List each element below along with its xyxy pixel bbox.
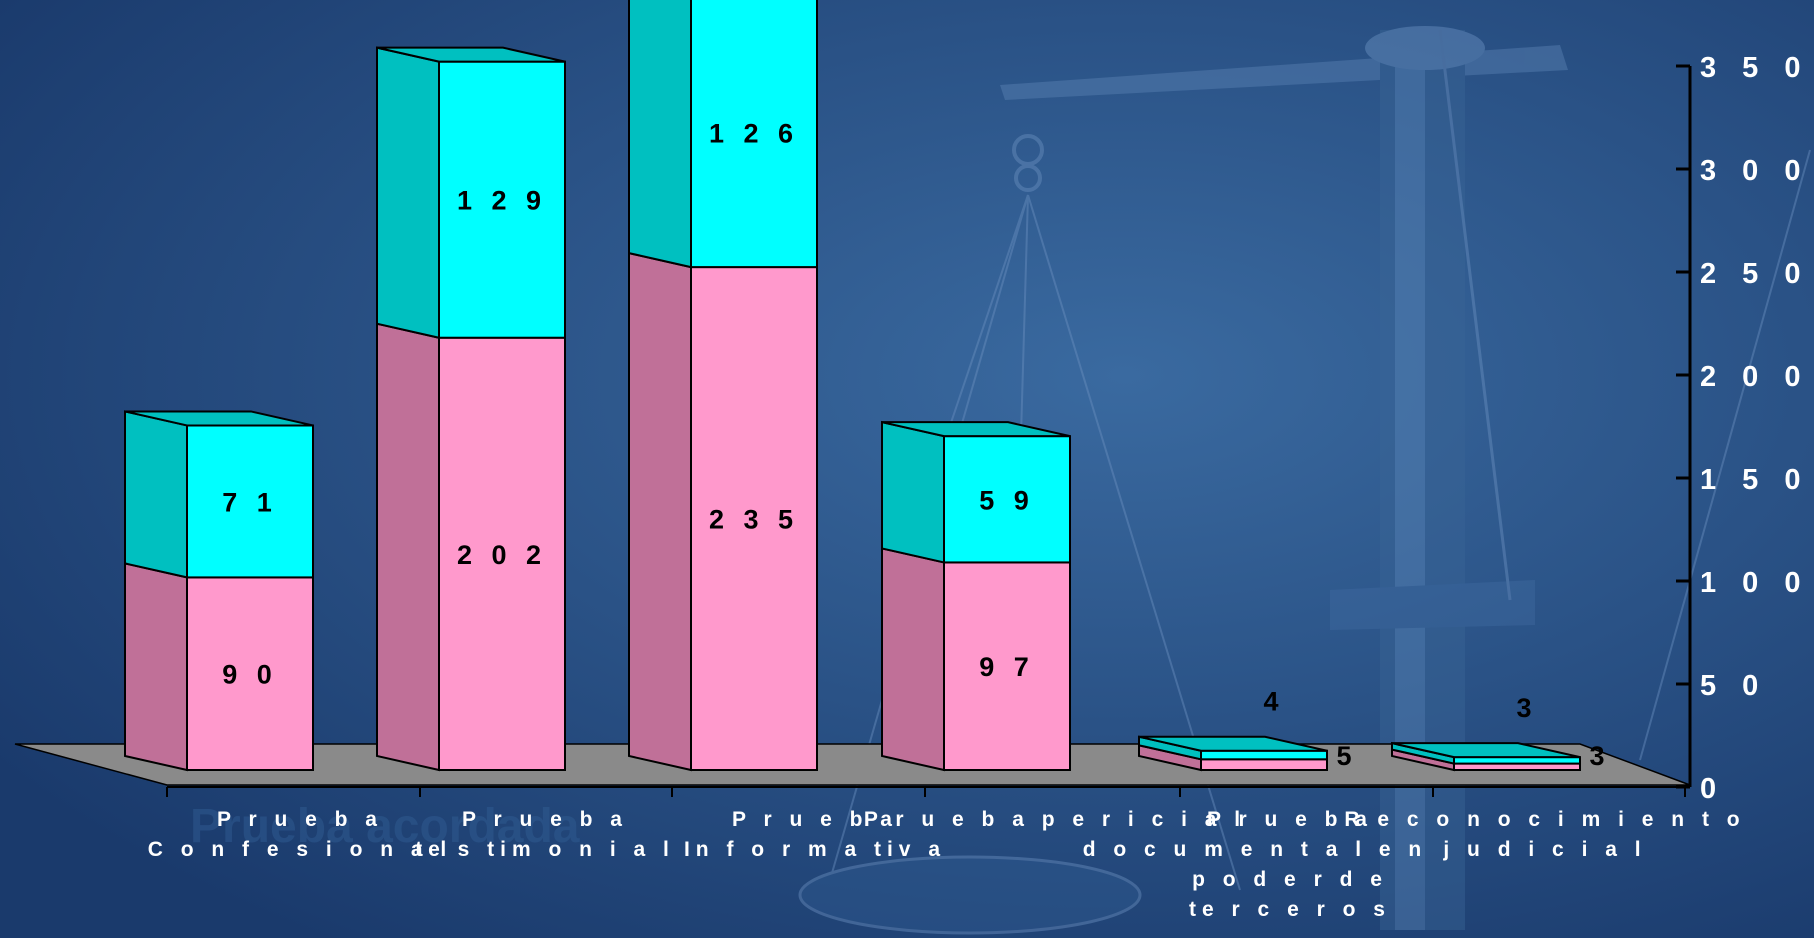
bar-stack [628, 0, 818, 772]
bars [124, 0, 1581, 772]
value-label: 5 [1336, 741, 1357, 771]
background-watermark-text: Prueba acordada [190, 800, 580, 853]
bar-side-face [628, 0, 692, 269]
bar-stack [1391, 741, 1581, 772]
bar-segment [690, 0, 818, 269]
bar-top-face [1391, 742, 1581, 759]
y-tick-label: 5 0 [1700, 670, 1767, 702]
y-tick-label: 0 [1700, 773, 1725, 805]
bar-side-face [881, 547, 945, 772]
bar-top-face [881, 421, 1071, 438]
bar-segment [186, 424, 314, 579]
x-axis-ticks [166, 787, 1686, 797]
bar-top-face [124, 410, 314, 427]
value-label: 5 9 [979, 485, 1035, 515]
y-tick-label: 1 5 0 [1700, 464, 1810, 496]
value-label: 1 2 6 [709, 118, 799, 148]
value-label: 1 2 9 [457, 186, 547, 216]
bar-top-face [376, 46, 566, 63]
value-labels: 9 0 7 1 2 0 2 1 2 9 2 3 5 1 2 6 9 7 5 9 5 4 3 3 [222, 118, 1610, 771]
bar-side-face [628, 251, 692, 772]
bar-stack [124, 410, 314, 772]
bar-side-face [124, 562, 188, 772]
bar-stack [881, 420, 1071, 772]
value-label: 9 0 [222, 660, 278, 690]
bar-segment [943, 435, 1071, 564]
bar-segment [438, 336, 566, 771]
bar-top-face [1138, 735, 1328, 752]
y-tick-label: 2 5 0 [1700, 258, 1810, 290]
bar-stack [1138, 735, 1328, 772]
bar-segment [1200, 758, 1328, 771]
category-label: P r u e b a te s tim o n i a l [415, 808, 675, 861]
bar-side-face [376, 322, 440, 772]
bar-segment [438, 60, 566, 339]
value-label: 7 1 [222, 487, 278, 517]
bar-side-face [881, 420, 945, 564]
y-tick-label: 2 0 0 [1700, 361, 1810, 393]
bar-segment [690, 266, 818, 771]
value-label: 4 [1263, 687, 1284, 717]
value-label: 9 7 [979, 652, 1035, 682]
bar-segment [1200, 749, 1328, 761]
value-label: 2 3 5 [709, 505, 799, 535]
y-tick-label: 1 0 0 [1700, 567, 1810, 599]
bar-side-face [124, 410, 188, 579]
category-label: P r u e b a p e r i c i a l [864, 808, 1246, 831]
bar-side-face [376, 46, 440, 339]
y-axis-tick-labels: 0 5 0 1 0 0 1 5 0 2 0 0 2 5 0 3 0 0 3 5 0 [1700, 52, 1810, 805]
value-label: 3 [1589, 741, 1610, 771]
y-tick-label: 3 0 0 [1700, 155, 1810, 187]
bar-stack [376, 46, 566, 772]
value-label: 2 0 2 [457, 540, 547, 570]
category-label: P r u e b a In f o r m a tiv a [684, 808, 946, 861]
y-axis-ticks [1676, 64, 1690, 789]
y-tick-label: 3 5 0 [1700, 52, 1810, 84]
value-label: 3 [1516, 693, 1537, 723]
